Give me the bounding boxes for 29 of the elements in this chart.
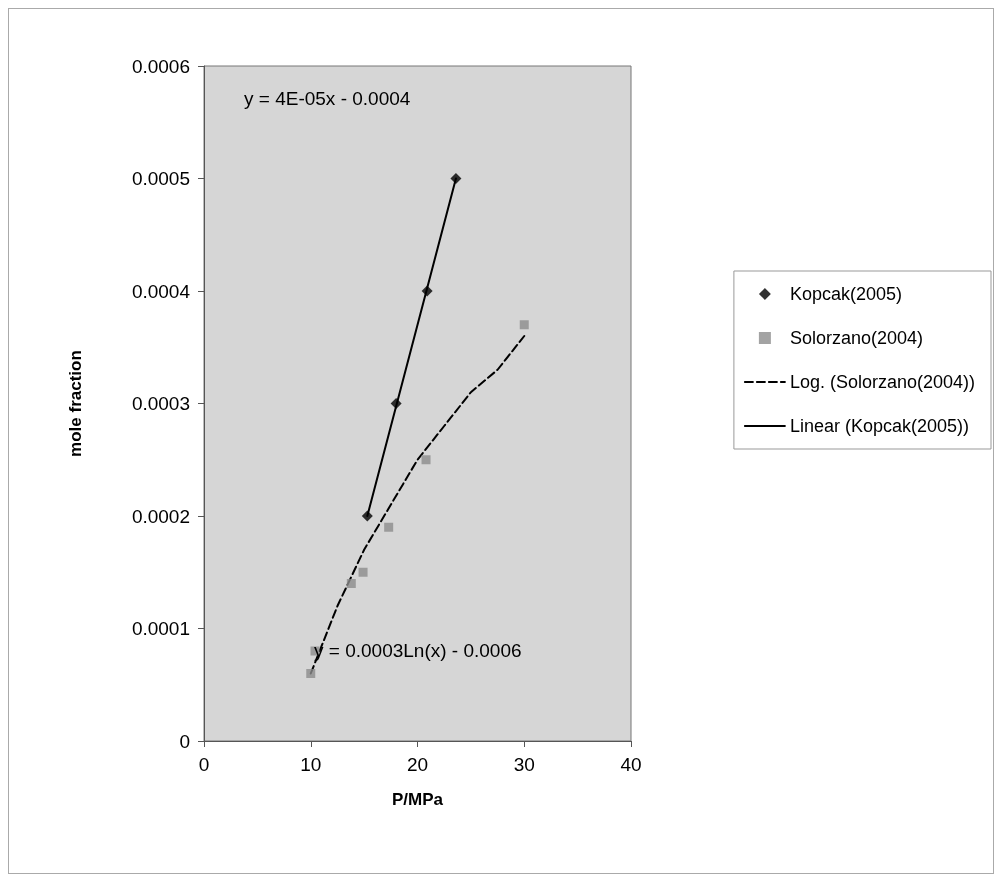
point — [306, 669, 316, 678]
y-tick-label: 0.0002 — [131, 505, 190, 527]
point — [358, 567, 368, 577]
point — [519, 320, 529, 330]
legend-label: Solorzano(2004) — [789, 328, 923, 348]
x-tick-label: 0 — [198, 754, 210, 775]
x-tick-label: 20 — [406, 754, 429, 775]
y-tick-label: 0.0001 — [131, 618, 190, 639]
y-axis-title: mole fraction — [66, 350, 85, 457]
legend-label: Log. (Solorzano(2004)) — [789, 372, 975, 392]
annotation: y = 4E-05x - 0.0004 — [244, 88, 411, 109]
x-axis-title: P/MPa — [391, 790, 444, 809]
point — [421, 455, 431, 465]
point — [421, 285, 433, 297]
x-tick-label: 40 — [620, 754, 642, 775]
y-tick-label: 0.0006 — [131, 55, 190, 77]
point — [450, 173, 462, 184]
point — [390, 398, 402, 409]
legend-label: Linear (Kopcak(2005)) — [789, 416, 969, 436]
point — [361, 510, 373, 522]
x-tick-label: 30 — [513, 754, 535, 775]
x-tick-label: 10 — [300, 754, 322, 775]
y-tick-label: 0.0005 — [131, 168, 190, 189]
y-tick-label: 0.0004 — [131, 280, 191, 302]
point — [384, 522, 394, 532]
point — [346, 579, 356, 588]
y-tick-label: 0 — [179, 730, 190, 752]
y-tick-label: 0.0003 — [131, 393, 190, 414]
legend-label: Kopcak(2005) — [789, 284, 902, 304]
